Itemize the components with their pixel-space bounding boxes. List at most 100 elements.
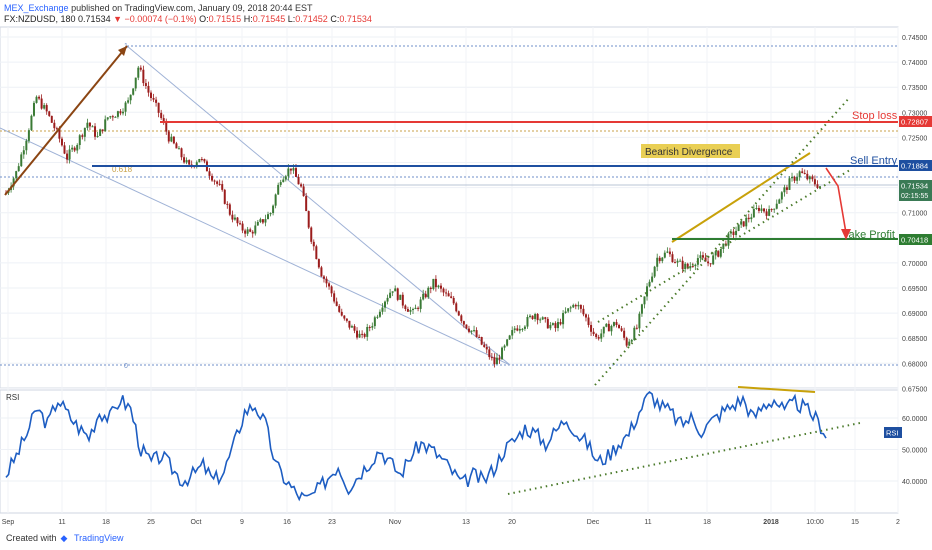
- candle-body: [322, 276, 325, 279]
- candle-body: [806, 173, 809, 180]
- candle-body: [750, 217, 753, 220]
- candle-body: [50, 115, 53, 123]
- time-axis[interactable]: Sep 11 18 25 Oct 9 16 23 Nov 13 20 Dec 11 18 2018 10:00…: [2, 519, 900, 526]
- time-tick-label: 2: [896, 519, 900, 526]
- candle-body: [780, 192, 783, 200]
- candle-body: [188, 160, 191, 165]
- candle-body: [503, 345, 506, 348]
- candle-body: [508, 335, 511, 340]
- publish-info: published on TradingView.com, January 09…: [71, 3, 313, 13]
- symbol-label[interactable]: FX:NZDUSD, 180: [4, 14, 76, 24]
- candle-body: [638, 313, 641, 329]
- candle-body: [162, 118, 165, 123]
- candle-body: [661, 257, 664, 262]
- candle-body: [58, 128, 61, 139]
- candle-body: [279, 182, 282, 185]
- candle-body: [605, 323, 608, 327]
- price-tick-label: 0.69000: [902, 311, 927, 318]
- candle-body: [452, 297, 455, 304]
- candle-body: [584, 314, 587, 318]
- candle-body: [104, 119, 107, 132]
- open-value: 0.71515: [208, 14, 242, 24]
- candle-body: [340, 311, 343, 316]
- candle-body: [676, 260, 679, 263]
- candle-body: [765, 211, 768, 216]
- candle-body: [658, 257, 661, 262]
- uptrend-line[interactable]: [4, 45, 128, 196]
- candle-body: [78, 135, 81, 145]
- footer: Created with ◆ TradingView: [6, 533, 124, 544]
- rsi-axis[interactable]: 60.0000 50.0000 40.0000: [902, 416, 927, 486]
- bar-countdown: 02:15:55: [901, 193, 928, 200]
- candle-body: [651, 276, 654, 282]
- channel-upper-line[interactable]: [594, 96, 851, 386]
- candle-body: [111, 116, 114, 118]
- price-tick-label: 0.67500: [902, 386, 927, 393]
- candle-body: [554, 323, 557, 329]
- tradingview-brand[interactable]: TradingView: [73, 533, 124, 543]
- candle-body: [236, 217, 239, 224]
- projection-line[interactable]: [825, 167, 847, 234]
- price-divergence-line[interactable]: [671, 152, 811, 243]
- candle-body: [625, 337, 628, 346]
- time-tick-label: 15: [851, 519, 859, 526]
- candle-body: [88, 122, 91, 127]
- candle-body: [686, 263, 689, 269]
- candle-body: [498, 357, 501, 360]
- price-tick-label: 0.74000: [902, 60, 927, 67]
- candle-body: [96, 135, 99, 137]
- candle-body: [445, 292, 448, 294]
- candle-body: [338, 305, 341, 312]
- candle-body: [330, 286, 333, 294]
- fib-diagonal[interactable]: [126, 45, 511, 366]
- candle-body: [447, 293, 450, 297]
- candle-body: [816, 184, 819, 188]
- price-tick-label: 0.70000: [902, 261, 927, 268]
- rsi-tag-label: RSI: [886, 429, 899, 438]
- candle-body: [396, 288, 399, 300]
- time-tick-label: 25: [147, 519, 155, 526]
- candle-body: [259, 219, 262, 222]
- candle-body: [434, 278, 437, 288]
- rsi-line[interactable]: [5, 390, 827, 502]
- take-profit-label: Take Profit: [843, 229, 895, 241]
- candle-body: [371, 326, 374, 328]
- rsi-trendline[interactable]: [507, 422, 861, 495]
- candle-body: [549, 324, 552, 329]
- candle-body: [630, 339, 633, 342]
- price-tick-label: 0.73000: [902, 110, 927, 117]
- candle-body: [127, 100, 130, 103]
- candle-body: [745, 217, 748, 227]
- candle-body: [282, 179, 285, 183]
- candle-body: [317, 259, 320, 268]
- candle-body: [251, 231, 254, 234]
- candle-body: [442, 288, 445, 293]
- publisher-name[interactable]: MEX_Exchange: [4, 3, 69, 13]
- candle-body: [129, 94, 132, 101]
- fib-diagonal-2[interactable]: [0, 127, 511, 366]
- candle-body: [116, 111, 119, 117]
- price-tick-label: 0.69500: [902, 286, 927, 293]
- candle-body: [572, 304, 575, 308]
- take-profit-price-tag: [899, 234, 932, 245]
- candle-body: [81, 135, 84, 137]
- candle-body: [475, 330, 478, 337]
- candle-body: [653, 266, 656, 277]
- fib-618-label: 0.618: [112, 165, 133, 174]
- candle-body: [134, 77, 137, 89]
- candle-body: [427, 287, 430, 298]
- candle-body: [569, 307, 572, 309]
- price-axis[interactable]: 0.745000.740000.735000.730000.725000.720…: [902, 35, 927, 393]
- candle-body: [101, 129, 104, 132]
- price-panel-frame: [0, 26, 899, 389]
- candle-body: [615, 322, 618, 326]
- candle-body: [597, 337, 600, 339]
- candles[interactable]: [5, 65, 821, 368]
- candle-body: [404, 305, 407, 310]
- stop-loss-price: 0.72807: [901, 118, 928, 127]
- current-price-tag: [899, 180, 932, 201]
- rsi-divergence-line[interactable]: [737, 386, 816, 393]
- candle-body: [409, 310, 412, 312]
- tradingview-logo-icon[interactable]: ◆: [60, 533, 68, 543]
